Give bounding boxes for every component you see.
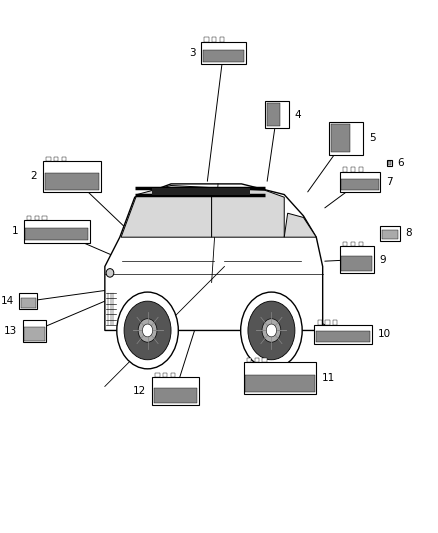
Bar: [25, 228, 88, 240]
Bar: [316, 331, 370, 342]
Bar: [45, 173, 99, 190]
Bar: [342, 256, 372, 271]
Bar: [23, 320, 46, 342]
Text: 8: 8: [405, 229, 412, 238]
Circle shape: [142, 324, 153, 337]
Bar: [163, 373, 167, 377]
Text: 4: 4: [294, 110, 300, 119]
Bar: [152, 377, 199, 405]
Polygon shape: [284, 213, 316, 237]
Bar: [42, 216, 47, 220]
Bar: [35, 216, 39, 220]
Bar: [381, 230, 398, 239]
Polygon shape: [105, 184, 323, 330]
Bar: [46, 157, 51, 161]
Bar: [265, 101, 289, 128]
Text: 13: 13: [4, 326, 17, 336]
Bar: [340, 172, 380, 192]
Bar: [340, 246, 374, 273]
Bar: [19, 293, 37, 309]
Bar: [155, 373, 159, 377]
Bar: [212, 37, 216, 42]
Bar: [329, 122, 363, 155]
Bar: [333, 320, 337, 325]
Bar: [318, 320, 322, 325]
Bar: [331, 124, 350, 152]
Bar: [62, 157, 66, 161]
Circle shape: [124, 301, 171, 360]
Bar: [203, 50, 244, 62]
Circle shape: [240, 292, 302, 369]
Bar: [205, 37, 208, 42]
Bar: [27, 216, 32, 220]
Polygon shape: [212, 188, 284, 237]
Text: 3: 3: [189, 48, 195, 58]
Bar: [220, 37, 224, 42]
Bar: [388, 161, 391, 165]
Ellipse shape: [106, 269, 114, 277]
Bar: [343, 242, 347, 246]
Text: 6: 6: [397, 158, 404, 168]
Bar: [54, 157, 58, 161]
Bar: [154, 387, 197, 403]
Bar: [201, 42, 246, 64]
Bar: [267, 103, 279, 126]
Text: 10: 10: [378, 329, 390, 339]
Bar: [244, 362, 316, 394]
Text: 14: 14: [0, 296, 14, 306]
Circle shape: [117, 292, 178, 369]
Bar: [255, 358, 259, 362]
Bar: [343, 167, 347, 172]
Circle shape: [262, 319, 281, 342]
Bar: [342, 179, 378, 190]
Text: 11: 11: [322, 374, 335, 383]
Bar: [380, 226, 399, 241]
Text: 2: 2: [31, 172, 37, 181]
Circle shape: [138, 319, 157, 342]
Text: 1: 1: [11, 227, 18, 236]
Text: 12: 12: [133, 386, 146, 396]
Text: 7: 7: [386, 177, 392, 187]
Bar: [351, 167, 355, 172]
Bar: [359, 242, 363, 246]
Bar: [351, 242, 355, 246]
Bar: [24, 220, 90, 243]
Polygon shape: [121, 185, 212, 237]
Text: 5: 5: [369, 133, 375, 143]
Bar: [325, 320, 329, 325]
Bar: [24, 327, 45, 341]
Polygon shape: [152, 188, 250, 195]
Bar: [21, 298, 36, 308]
Bar: [245, 375, 314, 392]
Circle shape: [266, 324, 276, 337]
Bar: [262, 358, 267, 362]
Bar: [387, 160, 392, 166]
Text: 9: 9: [379, 255, 386, 264]
Bar: [359, 167, 363, 172]
Bar: [171, 373, 175, 377]
Bar: [314, 325, 372, 344]
Circle shape: [248, 301, 295, 360]
Bar: [43, 161, 101, 192]
Bar: [247, 358, 251, 362]
